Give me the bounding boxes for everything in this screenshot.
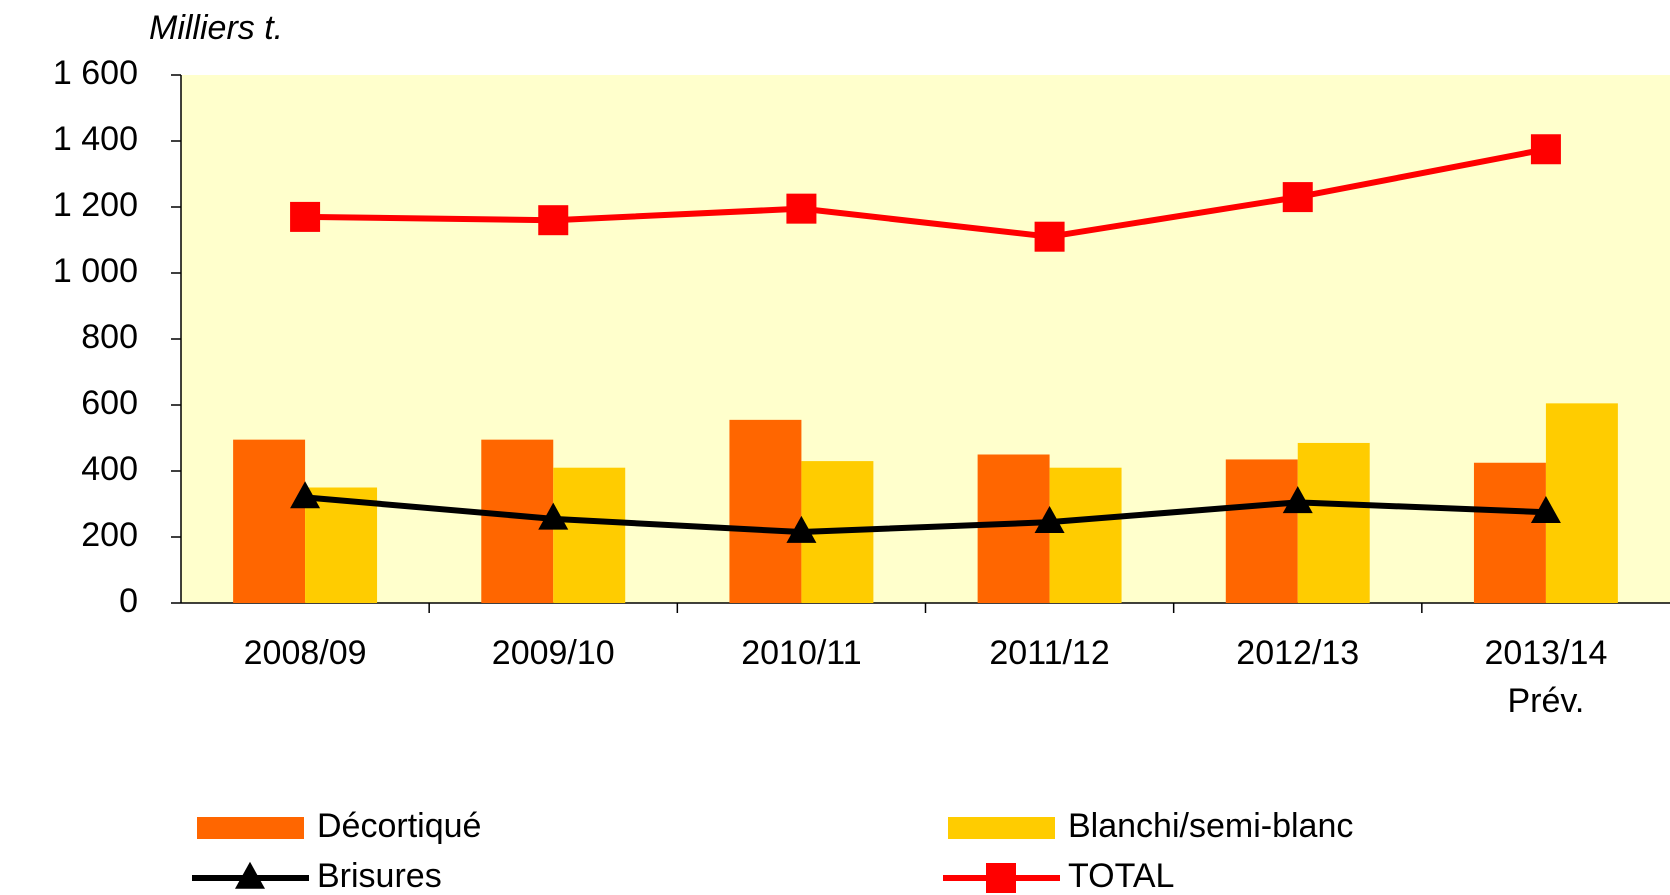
marker <box>290 201 321 232</box>
bar <box>553 467 626 603</box>
bar <box>1049 467 1122 603</box>
bar <box>729 419 802 603</box>
x-tick-label: 2010/11 <box>741 634 861 672</box>
x-tick-label: 2012/13 <box>1236 634 1359 672</box>
line <box>304 494 1547 536</box>
legend-label: Brisures <box>317 857 442 895</box>
bar <box>1473 462 1546 603</box>
line <box>305 146 1547 240</box>
marker <box>786 515 817 543</box>
marker <box>1034 505 1065 533</box>
x-tick-label: 2009/10 <box>492 634 615 672</box>
y-axis-label: Milliers t. <box>149 9 283 47</box>
bar <box>481 439 554 603</box>
marker <box>1530 134 1561 165</box>
marker <box>1034 221 1065 252</box>
legend-swatch <box>948 817 1055 839</box>
y-tick-label: 0 <box>119 582 138 620</box>
y-tick-label: 1 200 <box>53 186 138 224</box>
y-tick-label: 200 <box>81 516 138 554</box>
legend-marker <box>986 863 1016 893</box>
marker <box>290 481 321 509</box>
bar <box>1225 459 1298 603</box>
marker <box>538 205 569 236</box>
x-tick-label: 2011/12 <box>989 634 1109 672</box>
x-tick-label: 2008/09 <box>244 634 367 672</box>
marker <box>538 502 569 530</box>
marker <box>1282 486 1313 514</box>
bar <box>233 439 306 603</box>
legend-swatch <box>197 817 304 839</box>
legend-label: Blanchi/semi-blanc <box>1068 807 1353 845</box>
legend-label: TOTAL <box>1068 857 1174 895</box>
marker <box>1530 496 1561 524</box>
y-tick-label: 800 <box>81 318 138 356</box>
bar <box>1297 442 1370 603</box>
legend-marker <box>235 861 265 889</box>
bar <box>1545 403 1618 603</box>
plot-area <box>181 75 1670 603</box>
y-tick-label: 600 <box>81 384 138 422</box>
x-tick-label: 2013/14 Prév. <box>1484 634 1607 720</box>
legend-label: Décortiqué <box>317 807 481 845</box>
y-tick-label: 1 600 <box>53 54 138 92</box>
y-tick-label: 1 000 <box>53 252 138 290</box>
marker <box>1282 182 1313 213</box>
y-tick-label: 400 <box>81 450 138 488</box>
y-tick-label: 1 400 <box>53 120 138 158</box>
marker <box>786 193 817 224</box>
